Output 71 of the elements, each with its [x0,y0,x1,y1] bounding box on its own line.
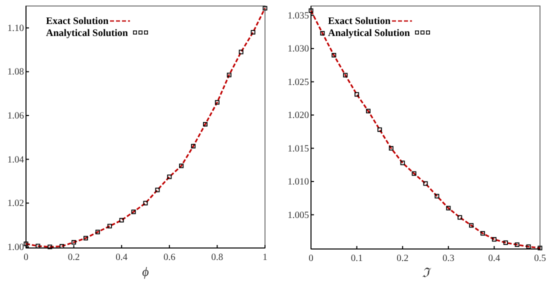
y-tick-label: 1.10 [7,24,24,34]
point [514,242,520,247]
point [84,236,88,240]
point [446,206,451,210]
point [377,127,382,132]
y-tick-label: 1.04 [7,155,24,166]
point [458,215,462,220]
x-tick-label: 0.3 [442,254,455,264]
point [366,108,370,114]
x-tick-label: 0.4 [488,254,500,264]
point [480,231,485,236]
point [332,52,336,58]
y-tick-label: 1.005 [288,210,310,221]
x-tick-label: 0.6 [163,253,176,263]
point [388,146,394,151]
point [203,122,208,127]
x-tick-label: 0 [24,253,29,263]
x-tick-label: 0.1 [350,254,363,264]
x-tick-label: 0.4 [116,253,128,263]
point [400,160,405,166]
point [343,72,348,78]
point [226,72,232,78]
point [423,181,428,186]
legend-label: Analytical Solution [328,28,410,39]
point [119,218,124,222]
point [238,50,244,54]
y-tick-label: 1.035 [288,11,310,22]
legend-label: Analytical Solution [46,28,128,39]
y-tick-label: 1.06 [7,112,24,122]
point [214,100,220,105]
y-tick-label: 1.030 [288,44,310,55]
point [434,194,440,198]
point [131,210,136,214]
x-tick-label: 1 [262,253,268,263]
x-axis-title: ℑ [422,265,432,280]
y-tick-label: 1.015 [288,144,310,154]
y-tick-label: 1.08 [7,68,24,78]
point [95,230,100,234]
y-tick-label: 1.010 [288,178,310,188]
point [191,144,196,148]
x-axis-title: ϕ [142,264,150,279]
point [262,6,268,10]
x-tick-label: 0.2 [68,253,80,263]
point [526,244,531,249]
point [412,171,416,176]
point [72,240,76,245]
legend-label: Exact Solution [46,16,109,27]
point [503,240,508,245]
legend-label: Exact Solution [328,16,391,27]
point [143,200,148,206]
point [250,30,256,35]
point [107,224,112,228]
point [492,237,496,242]
point [167,174,172,180]
line-series [25,7,266,248]
point [354,92,360,97]
point [48,244,52,250]
point [155,188,160,192]
point [320,31,325,36]
y-tick-label: 1.025 [288,78,310,88]
x-tick-label: 0 [308,254,314,264]
point [179,164,184,168]
y-tick-label: 1.020 [288,111,310,122]
y-tick-label: 1.00 [7,242,24,253]
line-series [310,10,541,249]
y-tick-label: 1.02 [7,199,24,210]
x-tick-label: 0.5 [534,254,546,264]
point [308,8,314,13]
point [469,223,474,228]
x-tick-label: 0.2 [396,254,409,264]
x-tick-label: 0.8 [211,253,224,263]
